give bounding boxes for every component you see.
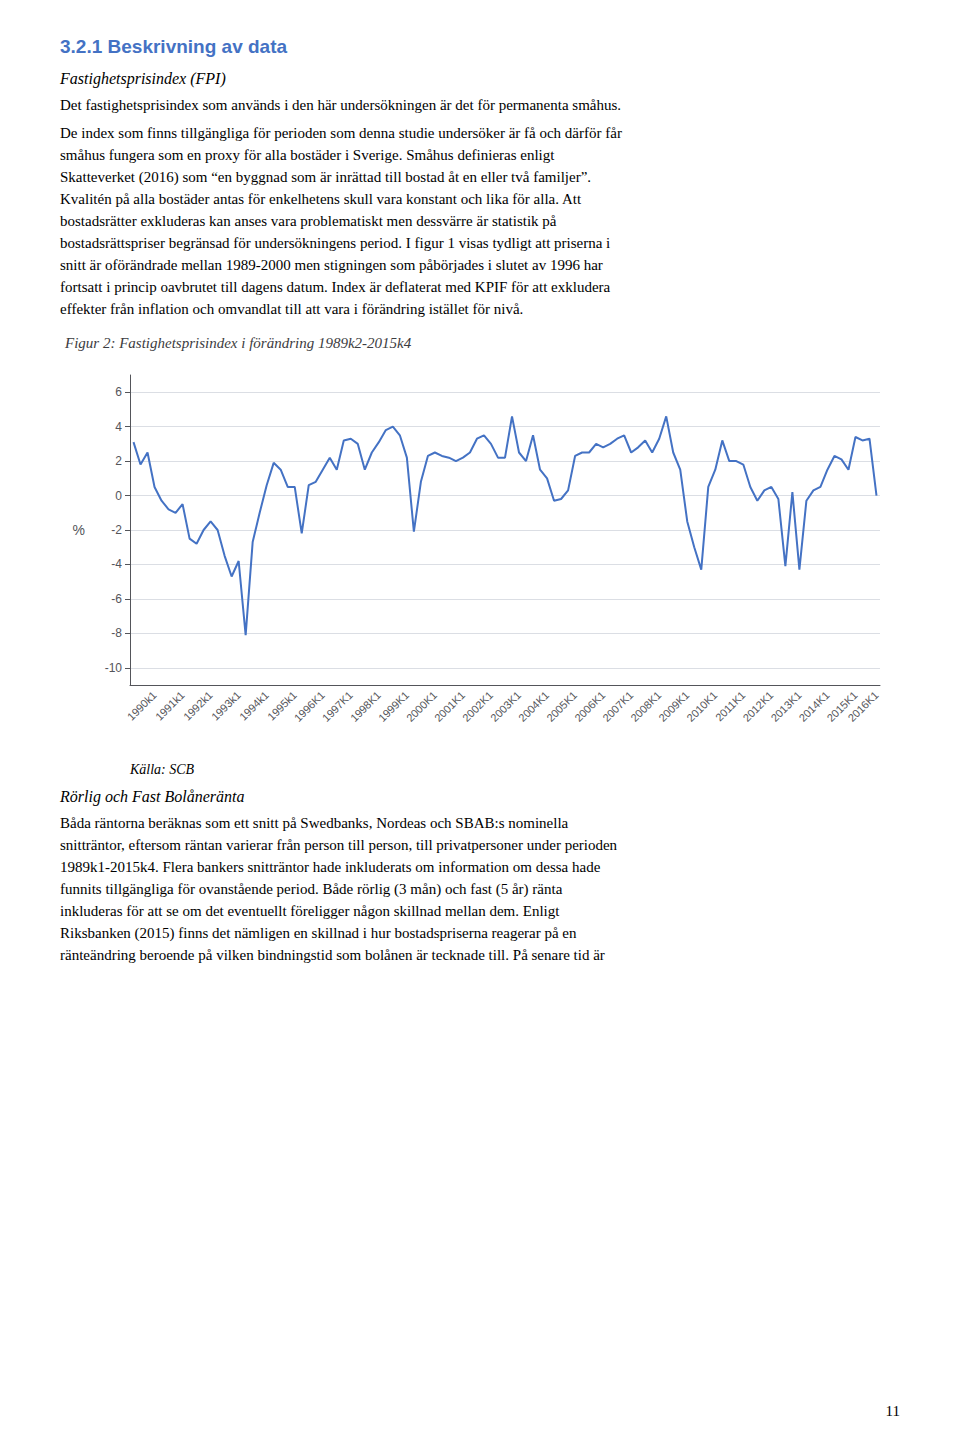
svg-text:2011K1: 2011K1 bbox=[712, 688, 748, 724]
svg-text:2009K1: 2009K1 bbox=[656, 688, 692, 724]
html-text:effekter från inflation och om: effekter från inflation och omvandlat ti… bbox=[60, 301, 524, 317]
html-text:funnits tillgängliga för ovans: funnits tillgängliga för ovanstående per… bbox=[60, 881, 563, 897]
svg-text:4: 4 bbox=[115, 420, 122, 434]
html-text:Det fastighetsprisindex som an: Det fastighetsprisindex som används i de… bbox=[60, 97, 622, 113]
svg-text:0: 0 bbox=[115, 489, 122, 503]
svg-text:2006K1: 2006K1 bbox=[572, 688, 608, 724]
svg-text:6: 6 bbox=[115, 385, 122, 399]
svg-text:2003K1: 2003K1 bbox=[488, 688, 524, 724]
svg-text:1991k1: 1991k1 bbox=[153, 689, 187, 723]
svg-text:2005K1: 2005K1 bbox=[544, 688, 580, 724]
html-text:snitt är oförändrade mellan 19: snitt är oförändrade mellan 1989-2000 me… bbox=[60, 257, 603, 273]
html-text:småhus fungera som en proxy fö: småhus fungera som en proxy för alla bos… bbox=[60, 147, 555, 163]
svg-text:-8: -8 bbox=[111, 626, 122, 640]
html-text:De index som finns tillgänglig: De index som finns tillgängliga för peri… bbox=[60, 125, 622, 141]
svg-text:2016K1: 2016K1 bbox=[845, 689, 880, 724]
svg-text:2001K1: 2001K1 bbox=[431, 688, 468, 724]
html-text:Fastighetsprisindex (FPI): Fastighetsprisindex (FPI) bbox=[60, 70, 226, 87]
svg-text:Figur 2: Fastighetsprisindex i: Figur 2: Fastighetsprisindex i förändrin… bbox=[64, 335, 412, 351]
html-text:ränteändring beroende på vilke: ränteändring beroende på vilken bindning… bbox=[60, 947, 605, 963]
svg-text:2008K1: 2008K1 bbox=[628, 688, 664, 724]
html-text:Riksbanken (2015) finns det nä: Riksbanken (2015) finns det nämligen en … bbox=[60, 925, 577, 941]
svg-text:1996K1: 1996K1 bbox=[291, 688, 327, 724]
svg-text:1995k1: 1995k1 bbox=[265, 688, 299, 723]
svg-text:-6: -6 bbox=[111, 592, 122, 606]
svg-text:1994k1: 1994k1 bbox=[237, 689, 271, 723]
svg-text:2014K1: 2014K1 bbox=[796, 688, 832, 724]
svg-text:2015K1: 2015K1 bbox=[824, 688, 860, 724]
html-text:Källa: SCB: Källa: SCB bbox=[130, 762, 195, 777]
svg-text:2: 2 bbox=[115, 454, 122, 468]
svg-text:1993k1: 1993k1 bbox=[209, 689, 243, 723]
svg-text:%: % bbox=[73, 522, 85, 538]
html-text:1989k1-2015k4. Flera bankers s: 1989k1-2015k4. Flera bankers snitträntor… bbox=[60, 859, 601, 875]
svg-text:1992k1: 1992k1 bbox=[181, 689, 215, 723]
svg-text:-10: -10 bbox=[105, 661, 123, 675]
html-text:inkluderas för att se om det e: inkluderas för att se om det eventuellt … bbox=[60, 903, 560, 919]
svg-text:2013K1: 2013K1 bbox=[768, 688, 804, 724]
html-text:Båda räntorna beräknas som ett: Båda räntorna beräknas som ett snitt på … bbox=[60, 815, 569, 831]
svg-text:2004K1: 2004K1 bbox=[516, 688, 552, 724]
svg-text:1990k1: 1990k1 bbox=[125, 689, 159, 723]
svg-text:-4: -4 bbox=[111, 557, 122, 571]
svg-text:2012K1: 2012K1 bbox=[740, 688, 776, 724]
html-text:snitträntor, eftersom räntan v: snitträntor, eftersom räntan varierar fr… bbox=[60, 837, 618, 853]
svg-text:1998K1: 1998K1 bbox=[347, 688, 384, 724]
html-text:11: 11 bbox=[885, 1403, 900, 1419]
html-text:Skatteverket (2016) som “en by: Skatteverket (2016) som “en byggnad som … bbox=[60, 169, 592, 185]
svg-text:2002K1: 2002K1 bbox=[460, 688, 496, 724]
html-text:3.2.1 Beskrivning av data: 3.2.1 Beskrivning av data bbox=[60, 36, 288, 57]
svg-text:2010K1: 2010K1 bbox=[684, 689, 719, 724]
html-text:Kvalitén på alla bostäder anta: Kvalitén på alla bostäder antas för enke… bbox=[60, 191, 582, 207]
html-text:fortsatt i princip oavbrutet t: fortsatt i princip oavbrutet till dagens… bbox=[60, 279, 611, 295]
html-text:bostadsrätter exkluderas kan a: bostadsrätter exkluderas kan anses vara … bbox=[60, 213, 557, 229]
html-text:bostadsrättspriser begränsad f: bostadsrättspriser begränsad för undersö… bbox=[60, 235, 611, 251]
svg-text:1999K1: 1999K1 bbox=[375, 688, 412, 724]
html-text:Rörlig och Fast Bolåneränta: Rörlig och Fast Bolåneränta bbox=[60, 788, 245, 805]
svg-text:1997K1: 1997K1 bbox=[319, 688, 355, 724]
svg-text:-2: -2 bbox=[111, 523, 122, 537]
svg-text:2007K1: 2007K1 bbox=[600, 688, 636, 724]
svg-text:2000K1: 2000K1 bbox=[403, 688, 440, 724]
